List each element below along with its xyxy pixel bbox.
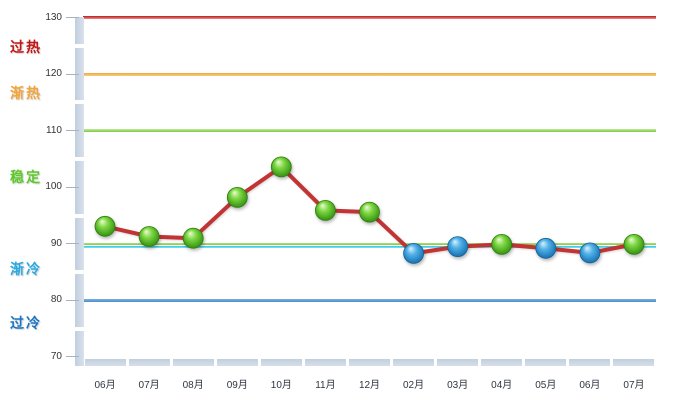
data-point[interactable]: [359, 201, 380, 223]
data-point[interactable]: [94, 215, 116, 237]
x-axis-bar-segment: [260, 359, 302, 366]
data-point[interactable]: [623, 233, 645, 255]
zone-label-overcooled: 过冷: [10, 314, 42, 331]
x-axis-bar-segment: [172, 359, 214, 366]
y-axis-bar-segment: [75, 47, 84, 101]
data-point[interactable]: [270, 156, 292, 178]
x-axis-bar-segment: [481, 359, 523, 366]
x-axis-label: 07月: [138, 380, 160, 391]
data-point[interactable]: [314, 199, 336, 221]
x-axis-label: 03月: [447, 380, 469, 391]
threshold-line-80: [83, 298, 656, 302]
y-axis-tick: [66, 17, 79, 18]
data-point[interactable]: [138, 226, 160, 247]
x-axis-label: 06月: [579, 380, 601, 391]
x-axis-label: 04月: [491, 380, 513, 391]
data-point[interactable]: [182, 227, 204, 249]
y-axis-bar-segment: [75, 217, 84, 271]
x-axis-label: 08月: [182, 380, 204, 391]
y-axis-tick: [66, 299, 79, 301]
x-axis-label: 11月: [315, 380, 336, 391]
data-point[interactable]: [226, 186, 248, 208]
y-axis-tick: [66, 243, 79, 245]
y-axis-tick: [66, 186, 79, 188]
y-tick-label: 70: [50, 350, 62, 362]
zone-label-stable: 稳定: [10, 168, 42, 185]
x-axis-label: 06月: [94, 380, 116, 391]
x-axis-bar-segment: [128, 359, 170, 366]
threshold-line-120: [83, 72, 656, 76]
x-axis-bar-segment: [393, 359, 435, 366]
y-axis-tick: [66, 130, 79, 132]
x-axis-label: 12月: [358, 380, 381, 391]
zone-label-overheated: 过热: [10, 38, 42, 55]
x-axis-label: 10月: [270, 380, 292, 391]
data-point[interactable]: [447, 236, 469, 258]
y-tick-label: 130: [45, 11, 62, 23]
data-point[interactable]: [579, 242, 601, 264]
data-point[interactable]: [535, 237, 557, 259]
data-point[interactable]: [403, 242, 425, 264]
y-axis-bar-segment: [75, 160, 84, 214]
x-axis-label: 09月: [226, 380, 248, 391]
y-tick-label: 110: [46, 124, 62, 136]
y-axis-bar-segment: [75, 104, 84, 157]
x-axis-bar-segment: [304, 359, 346, 366]
x-axis-label: 07月: [623, 380, 645, 391]
y-axis-bar-segment: [75, 330, 84, 366]
y-axis-tick: [66, 356, 79, 358]
x-axis-bar-segment: [525, 359, 567, 366]
y-tick-label: 80: [50, 294, 62, 306]
y-axis-bar-segment: [75, 17, 84, 44]
x-axis-bar-segment: [216, 359, 258, 366]
x-axis-bar-segment: [349, 359, 390, 366]
x-axis-bar-segment: [84, 359, 126, 366]
x-axis-bar-segment: [437, 359, 479, 366]
x-axis-label: 05月: [535, 380, 557, 391]
x-axis-label: 02月: [403, 380, 425, 391]
x-axis-bar-segment: [569, 359, 611, 366]
x-axis-bar-segment: [613, 359, 655, 366]
zone-label-warming: 渐热: [10, 85, 42, 102]
threshold-line-89: [83, 245, 656, 249]
threshold-line-110: [83, 129, 656, 133]
y-axis-bar-segment: [75, 274, 84, 327]
y-tick-label: 120: [45, 68, 62, 80]
zone-label-cooling: 渐冷: [10, 261, 42, 278]
y-tick-label: 90: [50, 237, 62, 249]
y-axis-tick: [66, 73, 79, 75]
threshold-line-130: [83, 16, 656, 19]
y-tick-label: 100: [45, 181, 62, 193]
threshold-line-90: [83, 242, 656, 245]
data-point[interactable]: [491, 233, 513, 255]
